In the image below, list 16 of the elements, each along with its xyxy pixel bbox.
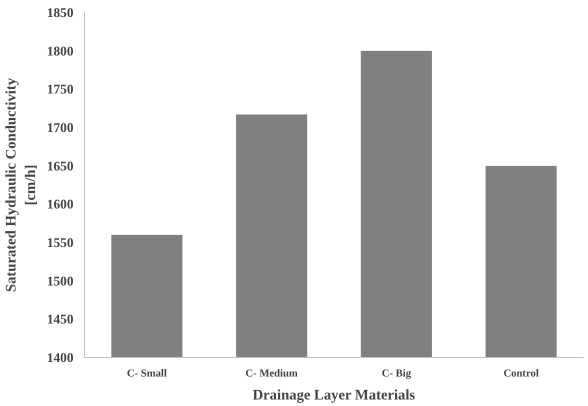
y-tick-label: 1400: [46, 350, 74, 365]
y-tick-label: 1550: [46, 235, 74, 250]
y-tick-label: 1500: [46, 273, 74, 288]
x-tick-label: Control: [503, 368, 539, 380]
y-tick-label: 1650: [46, 158, 74, 174]
y-axis-title: Saturated Hydraulic Conductivity [cm/h]: [4, 77, 39, 292]
y-tick-label: 1800: [46, 43, 74, 58]
y-tick-label: 1450: [46, 312, 74, 327]
y-tick-label: 1600: [46, 196, 74, 212]
x-tick-label: C- Medium: [245, 368, 298, 380]
x-tick-label: C- Big: [382, 368, 412, 380]
y-tick-label: 1850: [46, 5, 74, 20]
x-axis-title: Drainage Layer Materials: [252, 388, 416, 404]
y-tick-label: 1750: [46, 82, 74, 97]
y-tick-label: 1700: [46, 120, 74, 135]
x-tick-label: C- Small: [126, 368, 167, 380]
